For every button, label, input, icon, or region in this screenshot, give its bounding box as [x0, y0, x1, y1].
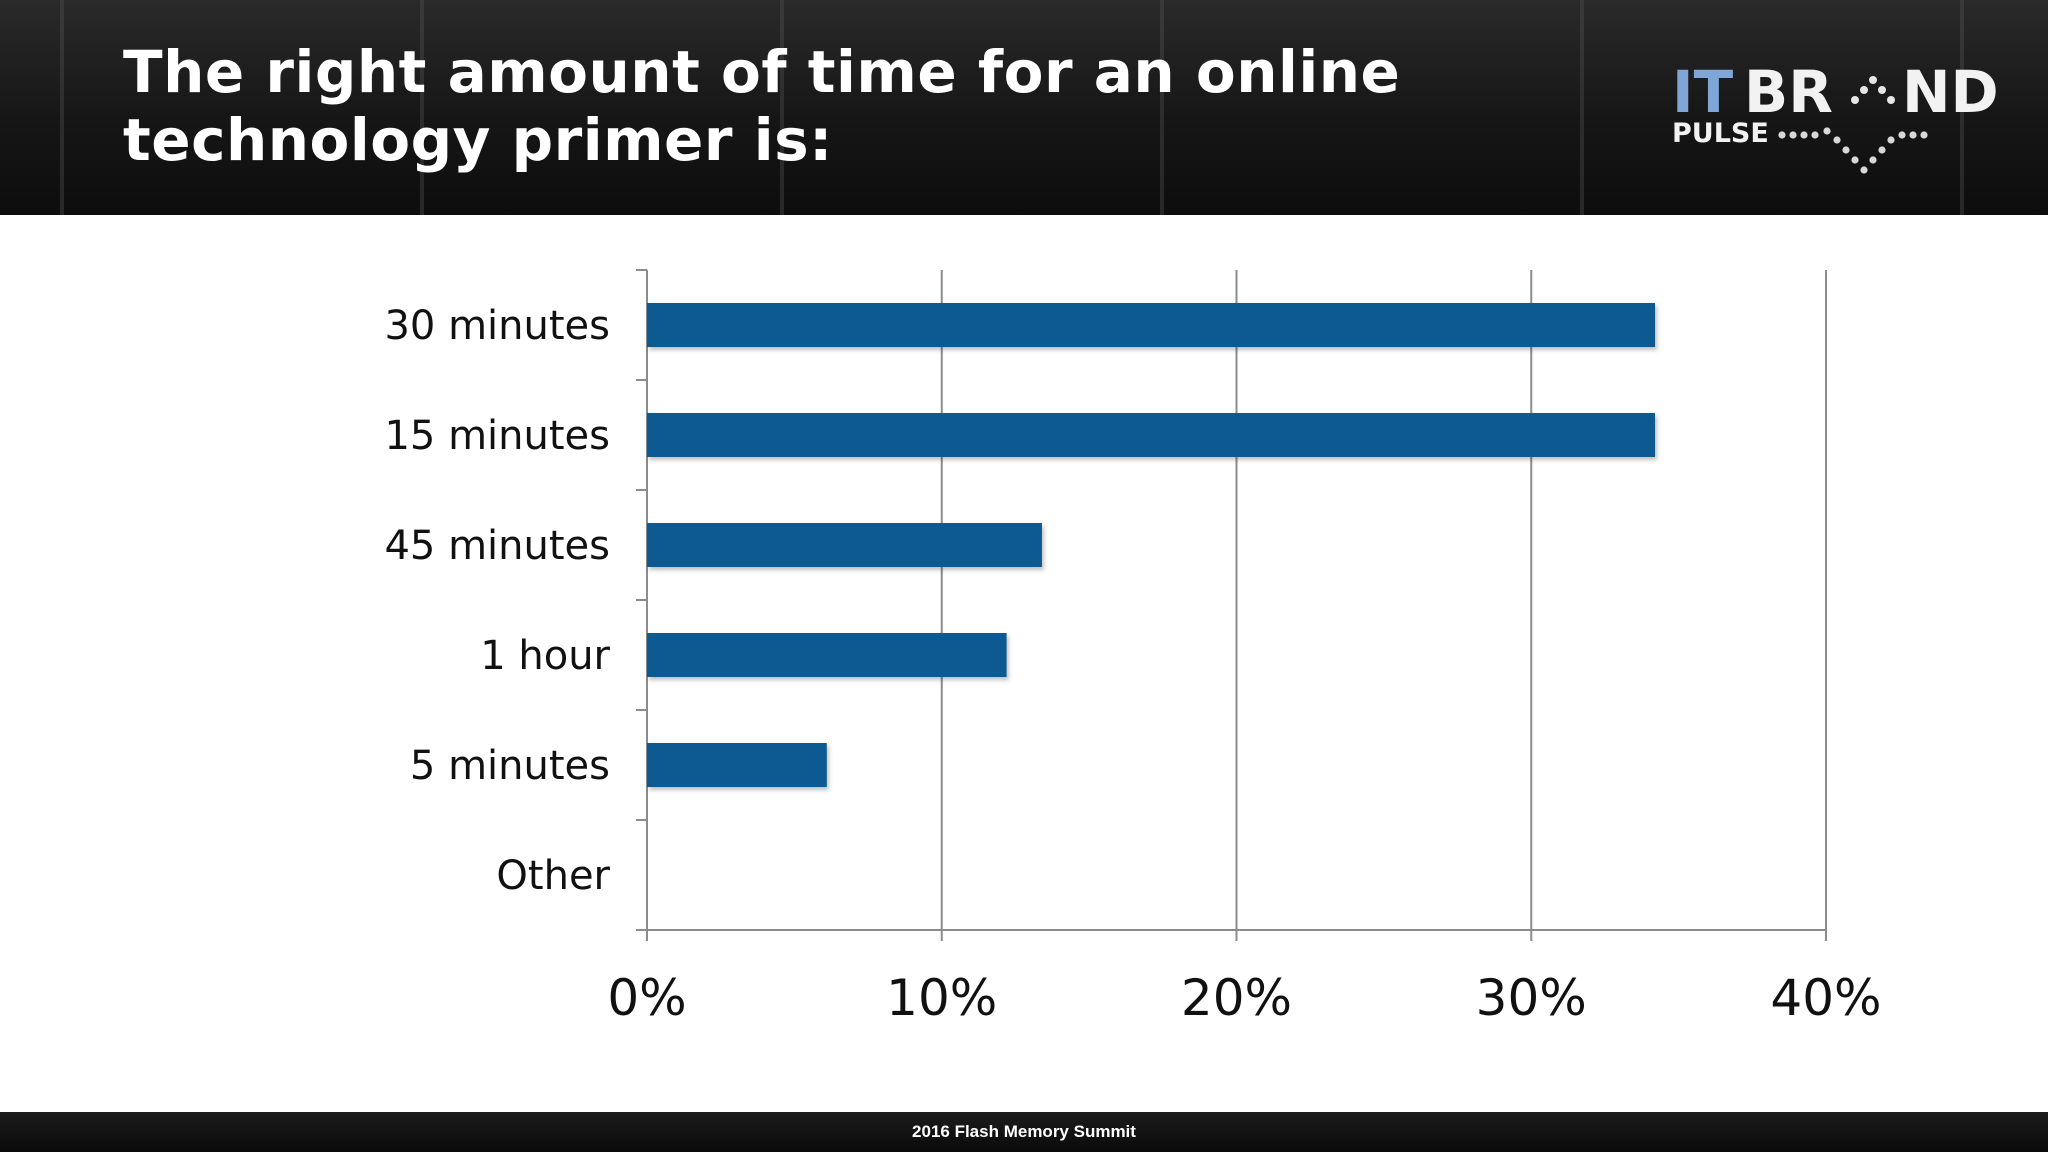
bar: [647, 413, 1656, 457]
bar: [647, 633, 1007, 677]
slide-title: The right amount of time for an online t…: [123, 38, 1401, 174]
category-label: 45 minutes: [384, 523, 610, 569]
svg-text:PULSE: PULSE: [1672, 118, 1769, 149]
bar-chart: 0% 10% 20% 30% 40% 30 minutes 15 minutes 45 min…: [384, 269, 1882, 1027]
x-tick-label: 30%: [1476, 969, 1587, 1027]
x-tick-label: 10%: [886, 969, 997, 1027]
category-label: 15 minutes: [384, 413, 610, 459]
footer-bar: 2016 Flash Memory Summit: [0, 1112, 2048, 1152]
svg-text:BR: BR: [1744, 58, 1833, 126]
it-brand-pulse-logo: IT BR ND PULSE: [1672, 58, 1999, 174]
category-label: 5 minutes: [410, 743, 610, 789]
x-tick-label: 0%: [607, 969, 686, 1027]
category-label: 1 hour: [480, 633, 610, 679]
bar: [647, 303, 1656, 347]
bar: [647, 523, 1042, 567]
header-banner: The right amount of time for an online t…: [0, 0, 2048, 215]
svg-text:ND: ND: [1902, 58, 1999, 126]
category-label: Other: [496, 853, 610, 899]
x-tick-label: 20%: [1181, 969, 1292, 1027]
footer-text: 2016 Flash Memory Summit: [912, 1122, 1136, 1141]
category-label: 30 minutes: [384, 303, 610, 349]
bar: [647, 743, 827, 787]
x-tick-label: 40%: [1770, 969, 1881, 1027]
svg-text:IT: IT: [1672, 58, 1734, 126]
